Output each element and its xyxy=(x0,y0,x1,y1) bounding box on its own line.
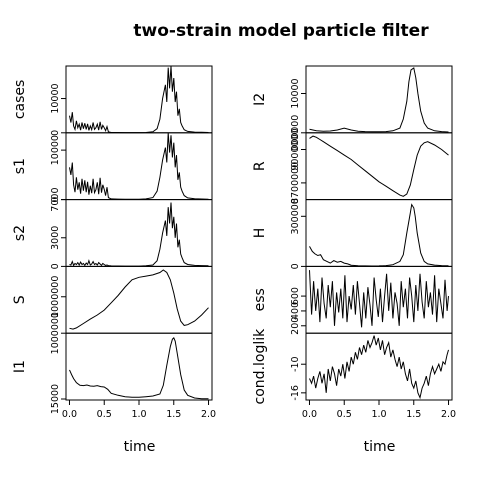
y-tick-label: 10000 xyxy=(50,135,61,165)
y-tick-label: -16 xyxy=(290,385,301,401)
series-line-s2 xyxy=(69,202,209,267)
y-axis-label: ess xyxy=(252,288,268,311)
panel-I1: 15000 1000000 I1 0.0 0.5 1.0 1.5 2.0 xyxy=(12,312,216,420)
series-line-cond-loglik xyxy=(309,335,449,400)
y-axis-label: s2 xyxy=(12,225,28,241)
y-tick-label: 1000000 xyxy=(50,276,61,318)
series-line-R xyxy=(309,135,449,197)
x-tick-label: 1.5 xyxy=(406,409,421,420)
x-tick-label: 1.0 xyxy=(131,409,146,420)
y-axis-label: S xyxy=(12,295,28,304)
y-tick-label: 0 xyxy=(50,130,61,136)
panel-I2: 000000 10000 I2 xyxy=(252,65,453,151)
y-tick-label: 3000 xyxy=(50,226,61,250)
y-tick-label: 0 xyxy=(50,263,61,269)
y-tick-label: 7000 xyxy=(50,188,61,212)
x-tick-label: 0.0 xyxy=(302,409,317,420)
series-line-ess xyxy=(309,270,449,328)
panel-frame xyxy=(65,65,213,134)
series-line-H xyxy=(309,203,449,267)
y-axis-label: I2 xyxy=(252,93,268,106)
panel-frame xyxy=(305,265,453,334)
y-axis-label: cases xyxy=(12,80,28,119)
x-tick-label: 2.0 xyxy=(201,409,216,420)
y-axis-label: I1 xyxy=(12,360,28,373)
y-axis-label: cond.loglik xyxy=(252,328,268,405)
chart-title: two-strain model particle filter xyxy=(133,21,429,41)
x-tick-label: 2.0 xyxy=(441,409,456,420)
y-tick-label: 200 xyxy=(290,317,301,335)
y-tick-label: 1000000 xyxy=(50,312,61,354)
x-tick-label: 0.5 xyxy=(337,409,352,420)
panel-frame xyxy=(65,199,213,267)
y-axis-label: s1 xyxy=(12,158,28,174)
x-tick-label: 1.0 xyxy=(371,409,386,420)
panel-frame xyxy=(305,199,453,267)
y-tick-label: 9000000 xyxy=(290,128,301,170)
y-tick-label: 300000 xyxy=(290,198,301,234)
y-axis-label: R xyxy=(252,161,268,171)
x-axis-label-left: time xyxy=(124,439,156,455)
y-tick-label: 8700000 xyxy=(290,162,301,204)
panels-group: 010000cases010000s1030007000s21000000S15… xyxy=(12,65,456,420)
y-tick-label: 15000 xyxy=(50,384,61,414)
x-tick-label: 0.0 xyxy=(62,409,77,420)
x-tick-label: 1.5 xyxy=(166,409,181,420)
series-line-I1 xyxy=(69,337,209,400)
y-tick-label: 10000 xyxy=(50,83,61,113)
x-tick-label: 0.5 xyxy=(97,409,112,420)
panel-frame xyxy=(305,65,453,134)
y-tick-label: 000000 xyxy=(290,115,301,151)
panel-S: 1000000 S xyxy=(12,265,213,334)
series-line-cases xyxy=(69,65,209,134)
series-line-s1 xyxy=(69,132,209,200)
y-tick-label: -10 xyxy=(290,356,301,372)
x-axis-label-right: time xyxy=(364,439,396,455)
series-line-S xyxy=(69,269,209,330)
panel-cond-loglik: -16 -10 cond.loglik 0.0 0.5 1.0 1.5 2.0 xyxy=(252,328,456,420)
y-tick-label: 600 xyxy=(290,287,301,305)
y-tick-label: 0 xyxy=(290,263,301,269)
panel-cases: 0 10000 cases xyxy=(12,65,213,136)
series-line-I2 xyxy=(309,67,449,133)
panel-s2: 0 3000 7000 s2 xyxy=(12,188,213,269)
y-tick-label: 0 xyxy=(50,197,61,203)
y-tick-label: 10000 xyxy=(290,78,301,108)
panel-H: 0 300000 H xyxy=(252,198,453,269)
y-axis-label: H xyxy=(252,228,268,239)
y-tick-label: 400 xyxy=(290,302,301,320)
panel-frame xyxy=(65,332,213,401)
